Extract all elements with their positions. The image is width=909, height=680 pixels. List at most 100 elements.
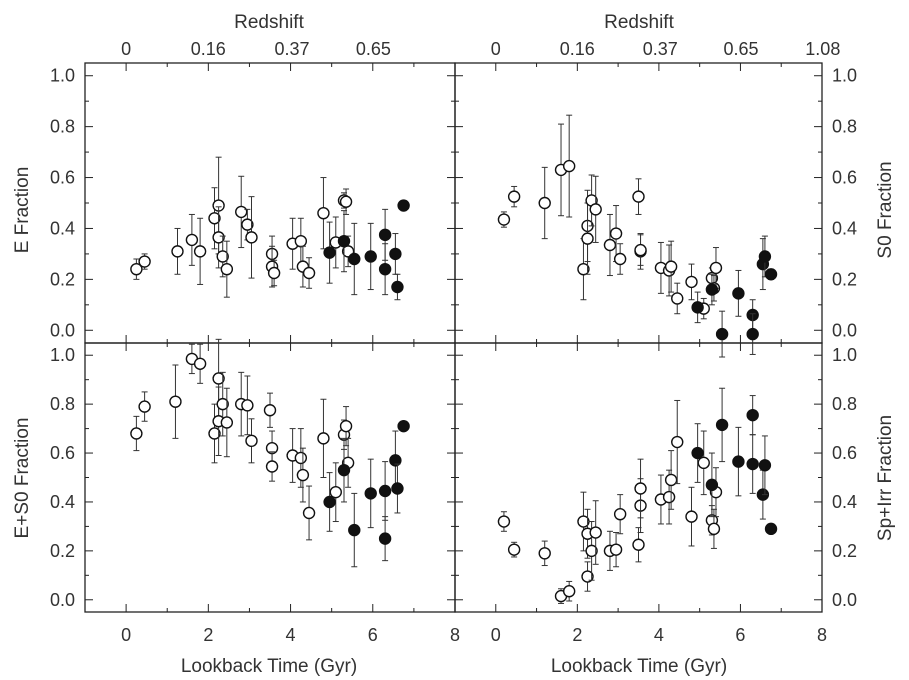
panel-1-open-point xyxy=(577,262,590,276)
panel-2-x-tick-label: 0 xyxy=(121,625,131,645)
panel-1-open-point xyxy=(671,292,684,305)
panel-1-filled-point xyxy=(764,268,778,281)
panel-3-open-point xyxy=(589,526,602,539)
panel-2-open-point xyxy=(241,399,254,412)
panel-3-x-tick-label: 2 xyxy=(572,625,582,645)
panel-1-open-point xyxy=(507,190,521,203)
panel-0-open-point xyxy=(339,195,353,208)
panel-1-open-point xyxy=(603,238,617,252)
panel-2-x-tick-label: 4 xyxy=(286,625,296,645)
panel-2-open-point xyxy=(302,506,316,520)
panel-0-open-point xyxy=(241,218,254,231)
panel-2-y-tick-label: 0.4 xyxy=(50,492,75,512)
panel-2-filled-point xyxy=(323,495,336,509)
panel-2-open-point xyxy=(329,485,342,499)
panel-2-open-point xyxy=(220,416,234,429)
top-right-redshift-title: Redshift xyxy=(604,12,674,33)
panel-0-filled-point xyxy=(378,228,392,242)
panel-3-open-point xyxy=(664,473,678,487)
panel-0-redshift-tick-label: 0.37 xyxy=(274,39,309,59)
panel-1-open-point xyxy=(497,213,511,226)
panel-2-open-point xyxy=(245,434,258,448)
panel-2-y-tick-label: 0.6 xyxy=(50,443,75,463)
panel-0-filled-point xyxy=(389,247,402,261)
panel-0-redshift-tick-label: 0.16 xyxy=(191,39,226,59)
panel-2-x-tick-label: 6 xyxy=(368,625,378,645)
panel-3-open-point xyxy=(613,507,627,521)
panel-3-open-point xyxy=(562,585,576,598)
panel-2-y-tick-label: 1.0 xyxy=(50,345,75,365)
panel-3-open-point xyxy=(662,490,676,504)
panel-3-frame xyxy=(454,342,823,613)
panel-1-open-point xyxy=(709,261,723,275)
panel-3-filled-point xyxy=(732,455,745,468)
panel-2-filled-point xyxy=(397,419,410,433)
panel-0-open-point xyxy=(212,231,225,244)
panel-0-open-point xyxy=(208,212,221,225)
panel-2-group: 0 2 4 6 8 0.0 0.2 0.4 0.6 0.8 1.0 xyxy=(50,338,460,645)
panel-1-open-point xyxy=(634,243,647,257)
panel-0-y-tick-label: 0.6 xyxy=(50,168,75,188)
panel-3-filled-point xyxy=(691,446,704,460)
panel-3-open-point xyxy=(632,538,645,551)
panel-3-filled-point xyxy=(746,408,759,422)
panel-2-open-point xyxy=(193,357,207,370)
panel-3-open-point xyxy=(609,543,623,556)
panel-3-y-tick-label: 0.2 xyxy=(832,541,857,561)
panel-1-open-point xyxy=(589,203,602,216)
panel-0-y-tick-label: 0.8 xyxy=(50,117,75,137)
top-right-y-title: S0 Fraction xyxy=(875,161,896,258)
panel-3-open-point xyxy=(634,482,647,495)
panel-0-open-point xyxy=(294,234,308,248)
panel-1-open-point xyxy=(538,196,551,210)
panel-3-open-point xyxy=(497,515,511,528)
panel-2-open-point xyxy=(263,404,277,417)
panel-0-open-point xyxy=(220,262,234,276)
panel-0-filled-point xyxy=(364,250,377,263)
panel-2-open-point xyxy=(294,451,308,465)
panel-0-filled-point xyxy=(323,246,336,259)
panel-2-filled-point xyxy=(391,482,404,495)
panel-0-open-point xyxy=(138,255,151,268)
panel-3-group: 0 2 4 6 80.0 0.2 0.4 0.6 0.8 1.0 xyxy=(454,342,857,645)
panel-3-open-point xyxy=(581,570,594,583)
panel-3-filled-point xyxy=(705,478,719,492)
panel-3-y-tick-label: 0.6 xyxy=(832,443,857,463)
plot-layer: 0.0 0.2 0.4 0.6 0.8 1.0 0 0.16 0.37 0.65 0.0 0.2 0.4… xyxy=(50,39,857,645)
panel-1-filled-point xyxy=(705,283,719,296)
panel-2-frame xyxy=(84,342,456,613)
panel-2-open-point xyxy=(130,427,143,440)
panel-2-open-point xyxy=(208,427,221,440)
panel-1-redshift-tick-label: 0.37 xyxy=(643,39,678,59)
panel-3-x-tick-label: 8 xyxy=(817,625,827,645)
panel-1-y-tick-label: 0.4 xyxy=(832,218,857,238)
panel-2-filled-point xyxy=(378,532,392,545)
panel-3-y-tick-label: 1.0 xyxy=(832,345,857,365)
panel-0-open-point xyxy=(235,205,248,219)
panel-2-x-tick-label: 2 xyxy=(203,625,213,645)
panel-2-filled-point xyxy=(378,484,392,498)
panel-3-x-tick-label: 0 xyxy=(491,625,501,645)
panel-3-y-tick-label: 0.4 xyxy=(832,492,857,512)
panel-1-y-tick-label: 0.0 xyxy=(832,320,857,340)
panel-1-open-point xyxy=(609,227,623,240)
panel-2-y-tick-label: 0.8 xyxy=(50,394,75,414)
panel-2-x-tick-label: 8 xyxy=(450,625,460,645)
panel-0-open-point xyxy=(185,233,199,247)
panel-0-redshift-tick-label: 0.65 xyxy=(356,39,391,59)
panel-2-open-point xyxy=(265,460,279,473)
panel-3-open-point xyxy=(585,544,598,558)
panel-1-group: 0.0 0.2 0.4 0.6 0.8 1.0 0 0.16 0.37 0.65 1.08 xyxy=(454,39,857,358)
panel-1-y-tick-label: 0.8 xyxy=(832,117,857,137)
panel-3-y-tick-label: 0.8 xyxy=(832,394,857,414)
panel-1-open-point xyxy=(613,252,627,266)
panel-3-open-point xyxy=(671,435,684,449)
panel-2-open-point xyxy=(317,432,330,445)
panel-1-redshift-tick-label: 0.65 xyxy=(724,39,759,59)
panel-2-open-point xyxy=(138,400,151,413)
panel-0-filled-point xyxy=(391,280,404,294)
panel-1-open-point xyxy=(685,275,698,289)
panel-1-filled-point xyxy=(758,250,772,263)
panel-2-open-point xyxy=(169,395,182,408)
top-left-y-title: E Fraction xyxy=(12,167,33,254)
